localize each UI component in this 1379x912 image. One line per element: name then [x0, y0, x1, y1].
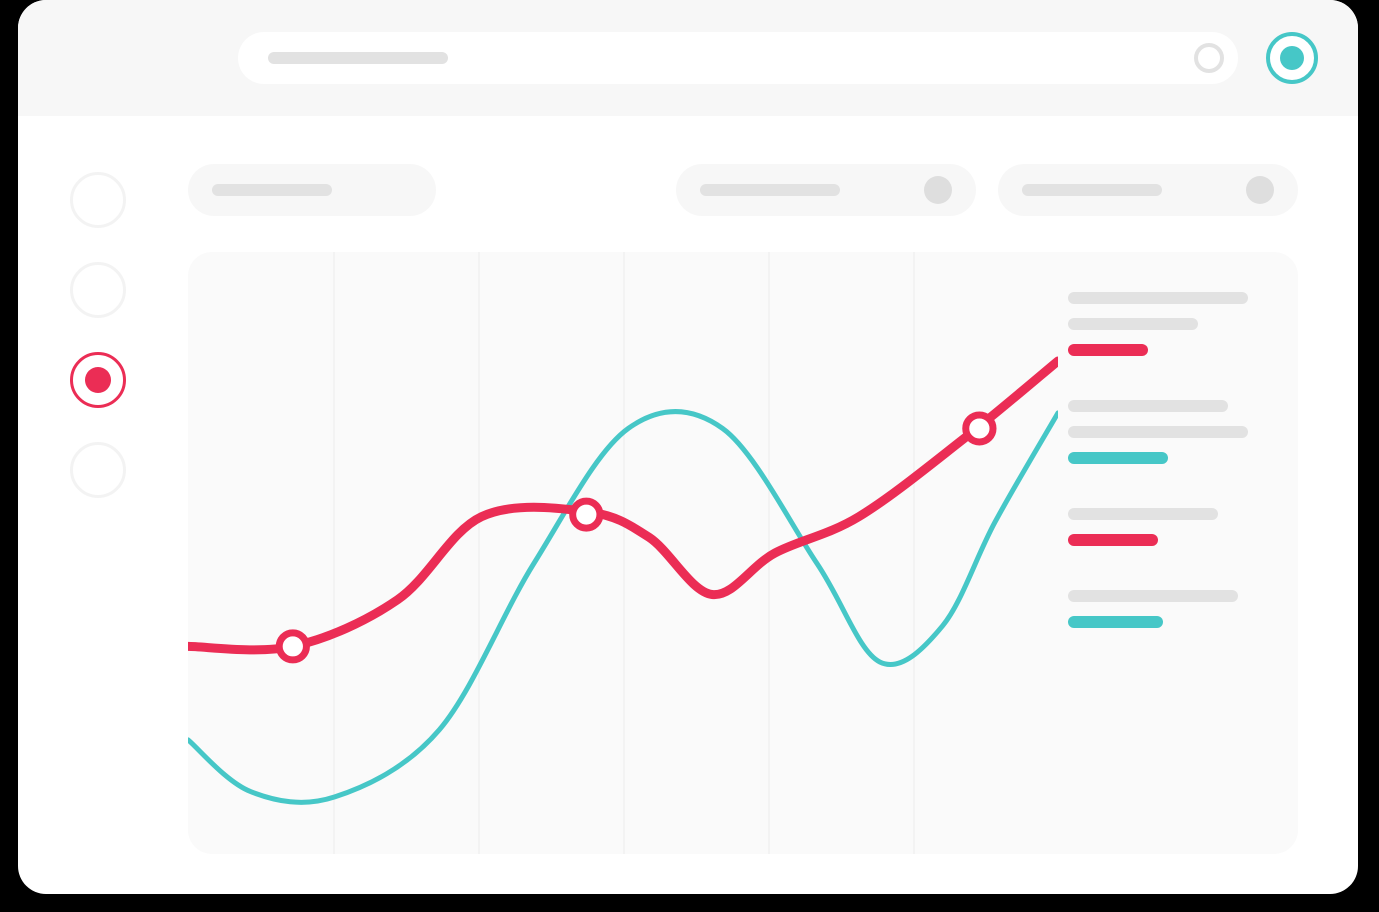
nav-item-3[interactable]	[70, 352, 126, 408]
nav-rail	[18, 116, 178, 894]
chart-marker[interactable]	[573, 501, 600, 528]
legend-accent-line	[1068, 344, 1148, 356]
filter-pill-mid[interactable]	[676, 164, 976, 216]
chart-legend	[1058, 252, 1298, 854]
nav-item-4[interactable]	[70, 442, 126, 498]
legend-metric[interactable]	[1068, 590, 1268, 628]
legend-text-line	[1068, 590, 1238, 602]
nav-item-2[interactable]	[70, 262, 126, 318]
avatar-dot-icon	[1280, 46, 1304, 70]
filter-mid-label	[700, 184, 840, 196]
filter-right-label	[1022, 184, 1162, 196]
profile-avatar[interactable]	[1266, 32, 1318, 84]
chart-marker[interactable]	[279, 633, 306, 660]
chart-marker[interactable]	[966, 415, 993, 442]
search-input[interactable]	[238, 32, 1238, 84]
chevron-down-icon	[1246, 176, 1274, 204]
legend-text-line	[1068, 400, 1228, 412]
legend-accent-line	[1068, 534, 1158, 546]
body	[18, 116, 1358, 894]
app-window	[18, 0, 1358, 894]
legend-metric[interactable]	[1068, 400, 1268, 464]
main	[178, 116, 1358, 894]
nav-item-1[interactable]	[70, 172, 126, 228]
chart-series-series-red	[188, 361, 1058, 650]
legend-metric[interactable]	[1068, 508, 1268, 546]
legend-accent-line	[1068, 616, 1163, 628]
filter-pill-left[interactable]	[188, 164, 436, 216]
chart-plot	[188, 252, 1058, 854]
filter-row	[188, 164, 1298, 216]
line-chart	[188, 252, 1058, 854]
chart-card	[188, 252, 1298, 854]
chevron-down-icon	[924, 176, 952, 204]
legend-text-line	[1068, 426, 1248, 438]
search-placeholder	[268, 52, 448, 64]
filter-pill-right[interactable]	[998, 164, 1298, 216]
legend-metric[interactable]	[1068, 292, 1268, 356]
legend-text-line	[1068, 508, 1218, 520]
filter-left-label	[212, 184, 332, 196]
nav-active-dot-icon	[85, 367, 111, 393]
search-icon	[1194, 43, 1224, 73]
topbar	[18, 0, 1358, 116]
legend-text-line	[1068, 292, 1248, 304]
legend-accent-line	[1068, 452, 1168, 464]
legend-text-line	[1068, 318, 1198, 330]
